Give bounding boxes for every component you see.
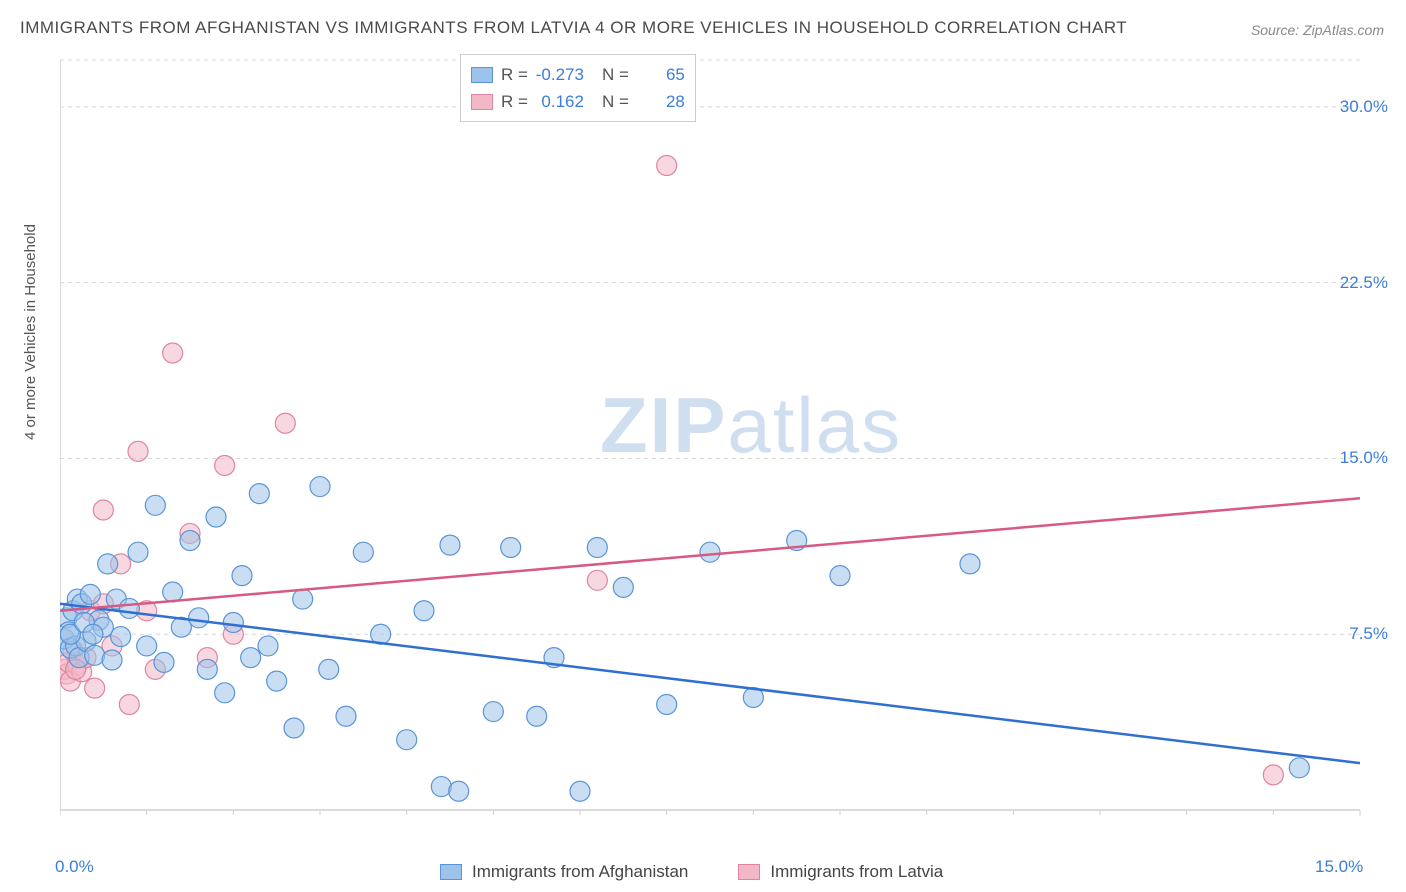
legend-item: Immigrants from Afghanistan: [440, 862, 688, 882]
y-tick-label: 15.0%: [1340, 448, 1388, 468]
source-label: Source:: [1251, 22, 1299, 38]
legend-stats-row: R =0.162 N =28: [471, 88, 685, 115]
scatter-plot: [60, 50, 1380, 835]
y-axis-label: 4 or more Vehicles in Household: [22, 224, 39, 440]
y-tick-label: 7.5%: [1349, 624, 1388, 644]
legend-swatch-blue: [440, 864, 462, 880]
legend-swatch-blue: [471, 67, 493, 83]
r-value: -0.273: [532, 61, 584, 88]
legend-swatch-pink: [738, 864, 760, 880]
source-attribution: Source: ZipAtlas.com: [1251, 22, 1384, 38]
legend-stats-row: R =-0.273 N =65: [471, 61, 685, 88]
x-tick-label: 0.0%: [55, 857, 94, 877]
chart-title: IMMIGRANTS FROM AFGHANISTAN VS IMMIGRANT…: [20, 18, 1127, 38]
stat-label: N =65: [602, 61, 685, 88]
y-tick-label: 22.5%: [1340, 273, 1388, 293]
n-value: 28: [633, 88, 685, 115]
n-value: 65: [633, 61, 685, 88]
x-tick-label: 15.0%: [1315, 857, 1363, 877]
legend-stats: R =-0.273 N =65 R =0.162 N =28: [460, 54, 696, 122]
legend-label: Immigrants from Afghanistan: [472, 862, 688, 882]
legend-label: Immigrants from Latvia: [770, 862, 943, 882]
legend-bottom: Immigrants from Afghanistan Immigrants f…: [440, 862, 943, 882]
stat-label: N =28: [602, 88, 685, 115]
y-tick-label: 30.0%: [1340, 97, 1388, 117]
legend-swatch-pink: [471, 94, 493, 110]
source-value: ZipAtlas.com: [1303, 22, 1384, 38]
stat-label: R =0.162: [501, 88, 584, 115]
stat-label: R =-0.273: [501, 61, 584, 88]
r-value: 0.162: [532, 88, 584, 115]
legend-item: Immigrants from Latvia: [738, 862, 943, 882]
